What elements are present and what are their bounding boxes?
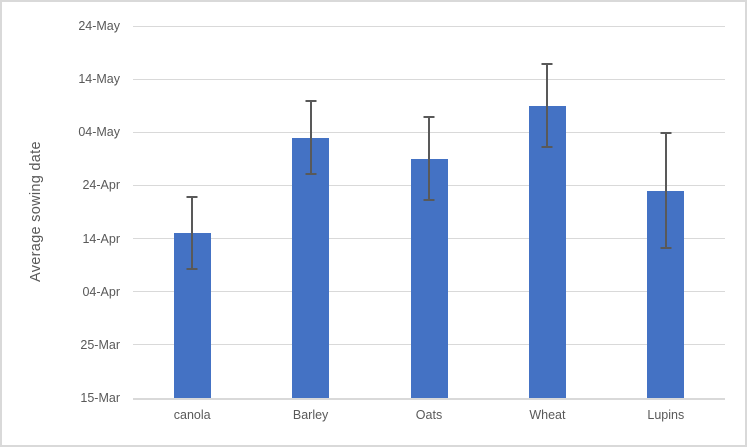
error-bar-cap-bottom: [186, 268, 198, 271]
error-bar-canola: [186, 196, 198, 271]
y-tick-label: 04-Apr: [82, 284, 120, 299]
x-category-label: Barley: [292, 408, 329, 422]
y-tick-label: 14-May: [78, 72, 120, 87]
x-category-label: Lupins: [647, 408, 685, 422]
error-bar-line: [191, 196, 194, 271]
error-bar-cap-top: [541, 63, 553, 66]
y-axis-tick-labels: 15-Mar 25-Mar 04-Apr 14-Apr 24-Apr 04-May 14-M…: [2, 2, 120, 445]
error-bar-oats: [423, 116, 435, 202]
bar-barley[interactable]: [292, 137, 330, 398]
y-tick-label: 15-Mar: [80, 391, 120, 405]
error-bar-cap-top: [660, 132, 672, 135]
y-tick-label: 24-Apr: [82, 178, 120, 193]
gridline: [133, 78, 725, 80]
error-bar-line: [546, 63, 549, 149]
error-bar-line: [664, 132, 667, 250]
x-axis-line: [133, 398, 725, 400]
bar-wheat[interactable]: [528, 105, 566, 398]
gridline: [133, 25, 725, 27]
error-bar-lupins: [660, 132, 672, 250]
y-tick-label: 14-Apr: [82, 231, 120, 246]
x-category-label: Oats: [415, 408, 443, 422]
error-bar-barley: [305, 100, 317, 175]
error-bar-cap-bottom: [423, 199, 435, 202]
error-bar-line: [428, 116, 430, 202]
error-bar-cap-top: [305, 100, 317, 103]
error-bar-cap-bottom: [660, 247, 672, 250]
error-bar-line: [309, 100, 312, 175]
y-tick-label: 24-May: [78, 19, 120, 33]
error-bar-cap-bottom: [305, 172, 317, 175]
x-category-label: Wheat: [529, 408, 566, 422]
error-bar-wheat: [541, 63, 553, 149]
y-tick-label: 25-Mar: [80, 337, 120, 352]
plot-area: [133, 25, 725, 400]
y-tick-label: 04-May: [78, 125, 120, 140]
error-bar-cap-bottom: [541, 146, 553, 149]
x-category-label: canola: [173, 408, 211, 422]
error-bar-cap-top: [423, 116, 435, 119]
error-bar-cap-top: [186, 196, 198, 199]
